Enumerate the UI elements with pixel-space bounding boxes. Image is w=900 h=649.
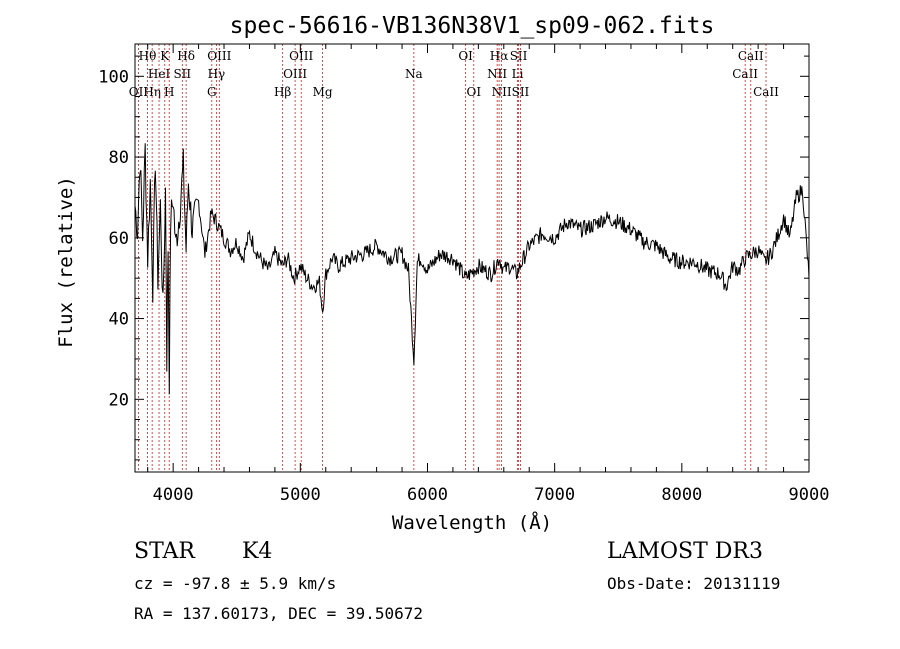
x-tick-label: 6000 bbox=[407, 485, 448, 505]
marker-label: G bbox=[207, 85, 217, 99]
marker-label: NII bbox=[487, 67, 507, 81]
marker-label: SII bbox=[510, 49, 528, 63]
marker-label: OII bbox=[129, 85, 149, 99]
redshift-text: cz = -97.8 ± 5.9 km/s bbox=[134, 574, 337, 593]
marker-label: OIII bbox=[283, 67, 307, 81]
marker-label: Hθ bbox=[139, 49, 157, 63]
axes: 4000 5000 6000 7000 8000 9000 20 40 60 80 100 bbox=[98, 43, 830, 505]
marker-label: NII bbox=[492, 85, 512, 99]
survey-name: LAMOST DR3 bbox=[607, 539, 763, 564]
y-tick-label: 20 bbox=[109, 390, 129, 410]
y-axis-label: Flux (relative) bbox=[55, 176, 77, 348]
marker-label: SII bbox=[173, 67, 191, 81]
marker-label: Hγ bbox=[208, 67, 226, 81]
object-class: STAR bbox=[134, 539, 195, 564]
object-subclass: K4 bbox=[242, 539, 273, 564]
marker-label: OI bbox=[458, 49, 473, 63]
y-tick-label: 60 bbox=[109, 229, 129, 249]
y-tick-label: 80 bbox=[109, 148, 129, 168]
marker-label: Na bbox=[405, 67, 423, 81]
x-axis-label: Wavelength (Å) bbox=[392, 511, 552, 534]
spectrum-line bbox=[134, 143, 810, 395]
marker-label: Mg bbox=[313, 85, 333, 99]
marker-label: OIII bbox=[289, 49, 313, 63]
y-tick-label: 100 bbox=[98, 67, 129, 87]
marker-label: CaII bbox=[732, 67, 758, 81]
coords-text: RA = 137.60173, DEC = 39.50672 bbox=[134, 604, 423, 623]
chart-title: spec-56616-VB136N38V1_sp09-062.fits bbox=[230, 13, 715, 39]
marker-label: CaII bbox=[753, 85, 779, 99]
marker-label: OIII bbox=[207, 49, 231, 63]
x-tick-label: 5000 bbox=[280, 485, 321, 505]
marker-label: HeI bbox=[148, 67, 171, 81]
x-tick-label: 7000 bbox=[534, 485, 575, 505]
marker-label: SII bbox=[512, 85, 530, 99]
y-tick-label: 40 bbox=[109, 310, 129, 330]
marker-label: Li bbox=[512, 67, 524, 81]
marker-label: H bbox=[164, 85, 174, 99]
plot-frame bbox=[134, 43, 810, 473]
marker-label: CaII bbox=[738, 49, 764, 63]
marker-label: OI bbox=[466, 85, 481, 99]
x-tick-label: 4000 bbox=[153, 485, 194, 505]
line-markers: OII Hθ Hη HeI K H SII Hδ G Hγ OIII Hβ OIII OIII Mg Na OI… bbox=[129, 44, 779, 472]
marker-label: Hη bbox=[143, 85, 161, 99]
marker-label: K bbox=[160, 49, 170, 63]
marker-label: Hδ bbox=[177, 49, 195, 63]
x-tick-label: 9000 bbox=[789, 485, 830, 505]
marker-label: Hα bbox=[490, 49, 509, 63]
obs-date-text: Obs-Date: 20131119 bbox=[607, 574, 781, 593]
marker-label: Hβ bbox=[274, 85, 291, 99]
x-tick-label: 8000 bbox=[661, 485, 702, 505]
